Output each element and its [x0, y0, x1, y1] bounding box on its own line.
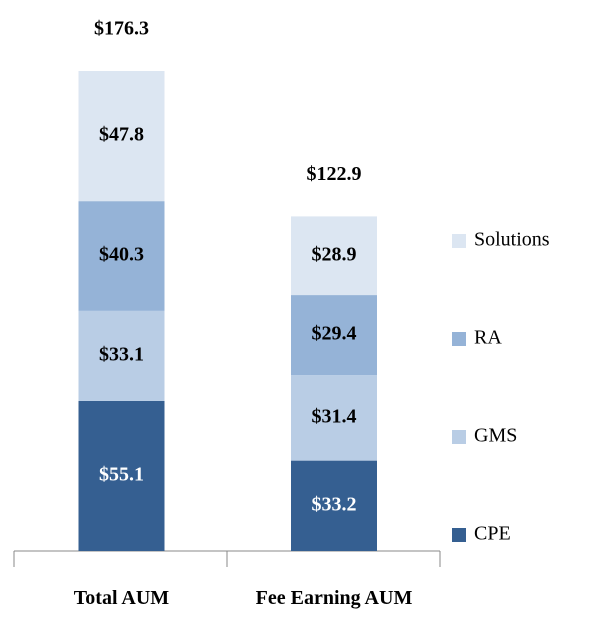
legend-label: CPE [474, 523, 511, 545]
total-label: $122.9 [307, 163, 362, 185]
value-label: $33.2 [312, 493, 357, 515]
value-label: $47.8 [99, 124, 144, 146]
bar-segment [291, 375, 377, 461]
bar-segment [78, 310, 165, 401]
bar-segment [291, 295, 377, 376]
bar-segment [78, 201, 165, 311]
legend-swatch [452, 430, 466, 444]
bar-segment [291, 216, 377, 296]
legend-label: RA [474, 327, 502, 349]
value-label: $55.1 [99, 464, 144, 486]
bar-segment [78, 400, 165, 551]
x-tick-label: Total AUM [73, 587, 170, 609]
x-tick-label: Fee Earning AUM [255, 587, 413, 609]
value-label: $40.3 [99, 244, 144, 266]
value-label: $29.4 [312, 323, 357, 345]
legend-swatch [452, 528, 466, 542]
legend-label: Solutions [474, 229, 550, 251]
bar-segment [78, 71, 165, 202]
value-label: $33.1 [99, 344, 144, 366]
legend-swatch [452, 332, 466, 346]
total-label: $176.3 [94, 18, 149, 40]
value-label: $31.4 [312, 405, 357, 427]
value-label: $28.9 [312, 243, 357, 265]
bar-segment [291, 460, 377, 551]
legend-label: GMS [474, 425, 517, 447]
legend-swatch [452, 234, 466, 248]
